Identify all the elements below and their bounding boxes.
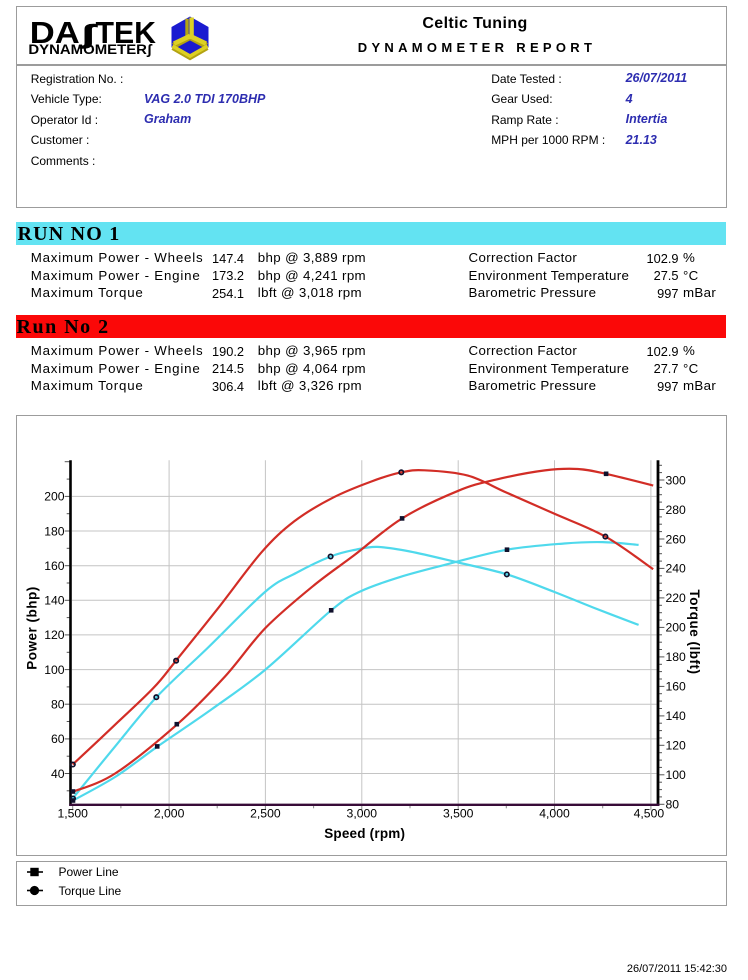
svg-text:1,500: 1,500 bbox=[57, 806, 88, 820]
svg-text:160: 160 bbox=[44, 559, 65, 573]
svg-text:200: 200 bbox=[666, 621, 687, 635]
svg-text:240: 240 bbox=[666, 562, 687, 576]
svg-text:2,000: 2,000 bbox=[154, 806, 185, 820]
svg-text:80: 80 bbox=[666, 798, 680, 812]
svg-text:Power (bhp): Power (bhp) bbox=[25, 586, 40, 670]
svg-text:200: 200 bbox=[44, 490, 65, 504]
svg-text:180: 180 bbox=[44, 524, 65, 538]
svg-text:300: 300 bbox=[666, 473, 687, 487]
svg-text:220: 220 bbox=[666, 591, 687, 605]
svg-text:40: 40 bbox=[51, 767, 65, 781]
svg-text:180: 180 bbox=[666, 650, 687, 664]
svg-text:120: 120 bbox=[44, 628, 65, 642]
svg-text:100: 100 bbox=[44, 663, 65, 677]
svg-text:260: 260 bbox=[666, 532, 687, 546]
svg-text:3,500: 3,500 bbox=[443, 806, 474, 820]
svg-text:3,000: 3,000 bbox=[347, 806, 378, 820]
svg-text:60: 60 bbox=[51, 732, 65, 746]
svg-text:140: 140 bbox=[666, 709, 687, 723]
svg-text:2,500: 2,500 bbox=[250, 806, 281, 820]
svg-text:280: 280 bbox=[666, 503, 687, 517]
svg-text:TEK: TEK bbox=[96, 15, 157, 50]
svg-text:4,500: 4,500 bbox=[634, 806, 665, 820]
svg-text:Torque (lbft): Torque (lbft) bbox=[687, 590, 702, 675]
svg-text:140: 140 bbox=[44, 594, 65, 608]
svg-text:DA: DA bbox=[30, 15, 80, 50]
svg-text:120: 120 bbox=[666, 739, 687, 753]
svg-text:160: 160 bbox=[666, 680, 687, 694]
svg-text:80: 80 bbox=[51, 698, 65, 712]
svg-text:DYNAMOMETERʃ: DYNAMOMETERʃ bbox=[28, 42, 152, 57]
svg-text:4,000: 4,000 bbox=[539, 806, 570, 820]
svg-text:Speed (rpm): Speed (rpm) bbox=[324, 826, 405, 841]
svg-text:100: 100 bbox=[666, 768, 687, 782]
svg-text:ʃ: ʃ bbox=[79, 20, 97, 49]
